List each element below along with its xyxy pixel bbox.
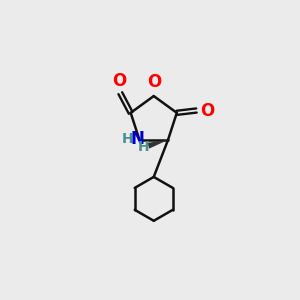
Text: O: O — [200, 101, 214, 119]
Text: H: H — [137, 140, 149, 154]
Text: N: N — [131, 130, 145, 148]
Polygon shape — [148, 140, 168, 148]
Text: H: H — [122, 132, 133, 146]
Text: O: O — [147, 73, 161, 91]
Text: O: O — [112, 72, 126, 90]
